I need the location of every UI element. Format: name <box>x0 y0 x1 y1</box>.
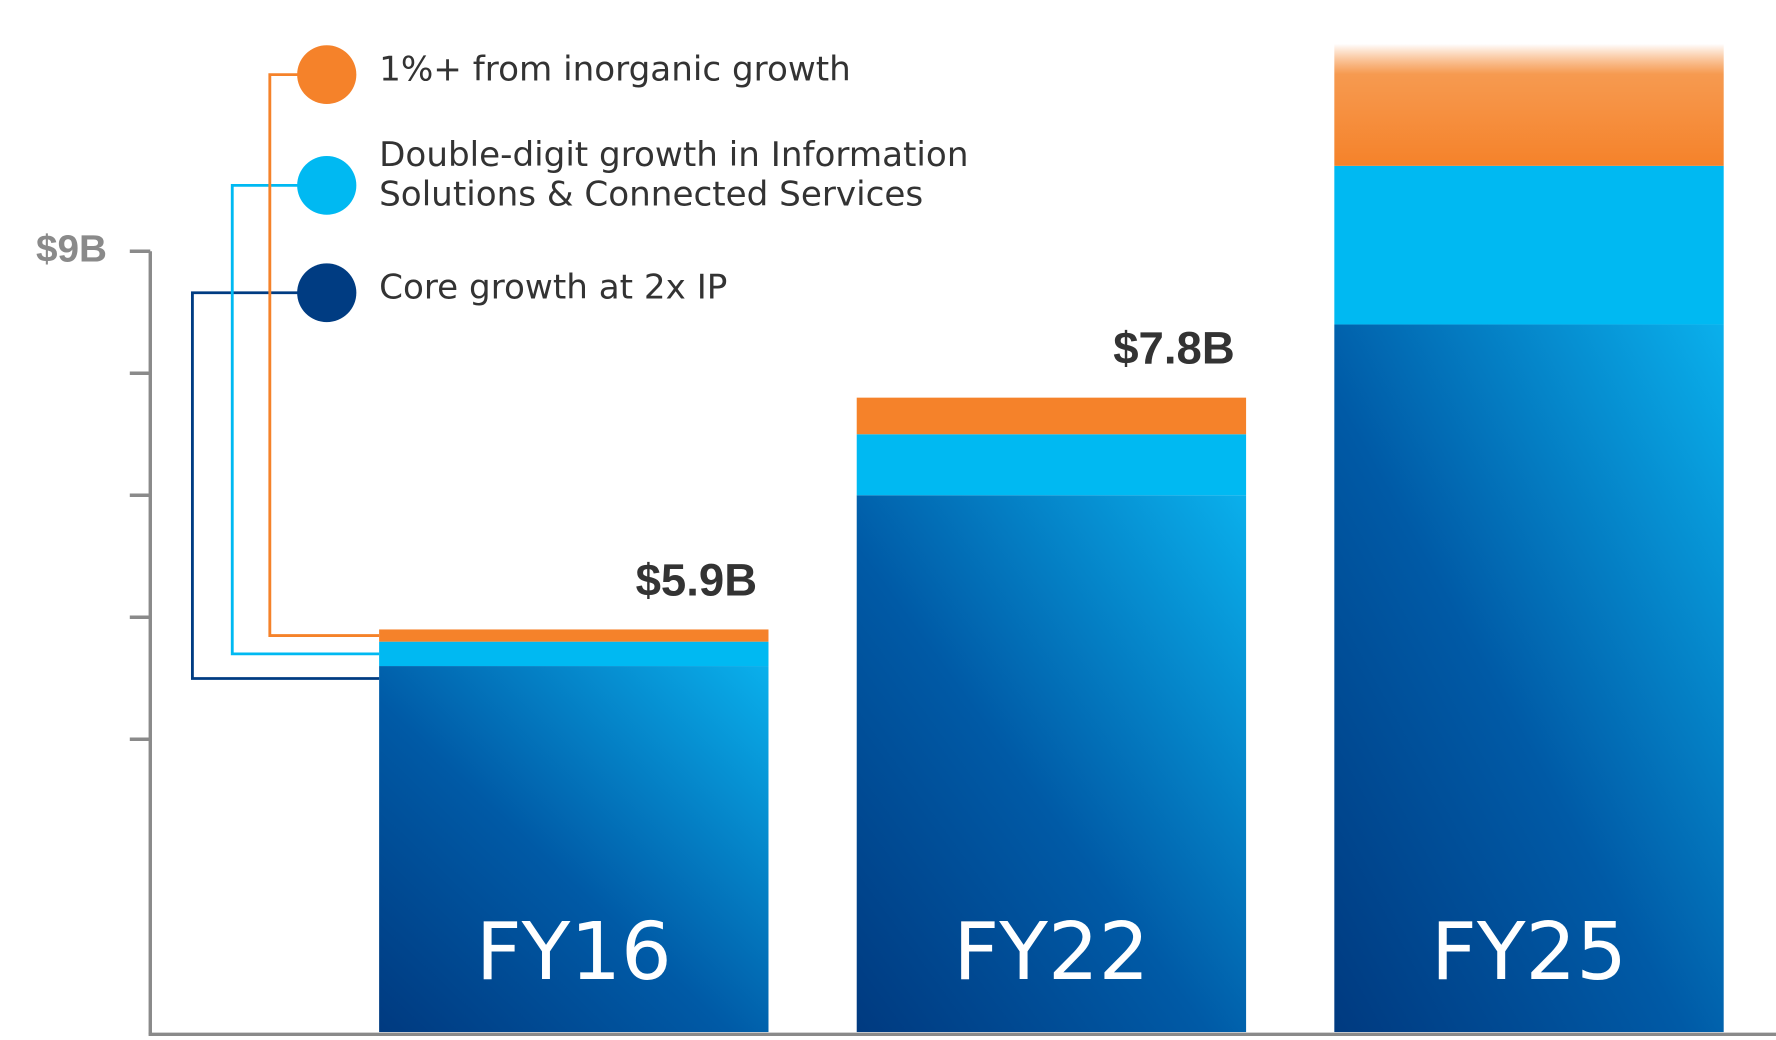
category-label: FY22 <box>953 905 1149 998</box>
legend-label: Core growth at 2x IP <box>379 267 728 308</box>
bar-segment <box>379 666 769 1033</box>
legend-entry: 1%+ from inorganic growth <box>379 49 851 90</box>
legend-label: 1%+ from inorganic growth <box>379 49 851 90</box>
legend-marker <box>297 263 357 323</box>
legend-connector <box>230 183 380 656</box>
legend-connector <box>190 291 380 680</box>
legend-label: Double-digit growth in Information Solut… <box>379 135 969 215</box>
bar-segment <box>856 434 1247 496</box>
bar-segment <box>856 397 1247 435</box>
legend-marker <box>297 155 357 215</box>
bar-segment <box>1334 324 1724 1033</box>
legend-entry: Core growth at 2x IP <box>379 267 728 308</box>
bar-segment <box>379 629 769 642</box>
bar-segment <box>1334 165 1724 325</box>
bar-segment <box>856 495 1247 1033</box>
total-label: $5.9B <box>636 555 757 606</box>
plot: $9B FY16 $5.9B FY22 $7.8B FY25 Core growth at … <box>36 43 1776 1037</box>
y-tick-label: $9B <box>36 228 107 271</box>
category-label: FY16 <box>476 905 672 998</box>
category-label: FY25 <box>1431 905 1627 998</box>
legend-entry: Double-digit growth in Information Solut… <box>379 135 969 215</box>
total-label: $7.8B <box>1113 323 1234 374</box>
legend-marker <box>297 45 357 104</box>
bar-segment <box>1334 43 1724 166</box>
bar-segment <box>379 641 769 667</box>
